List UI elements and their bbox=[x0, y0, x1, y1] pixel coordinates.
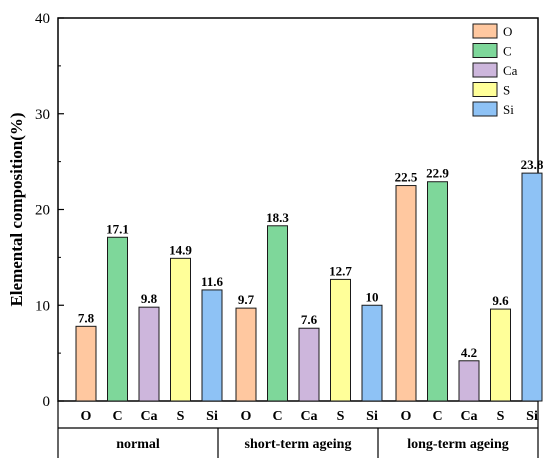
data-label: 7.8 bbox=[78, 310, 95, 325]
x-category-label: Ca bbox=[140, 409, 157, 424]
legend-swatch-si bbox=[472, 101, 498, 117]
x-category-label: C bbox=[272, 409, 282, 424]
bar-s bbox=[490, 308, 511, 402]
y-tick-label: 0 bbox=[43, 394, 51, 410]
bar-si bbox=[521, 172, 543, 402]
x-category-label: Si bbox=[366, 409, 378, 424]
x-category-label: Ca bbox=[300, 409, 317, 424]
legend-label: O bbox=[503, 24, 512, 39]
data-labels: 7.8 17.1 9.8 14.9 11.6 9.7 18.3 7.6 12.7 10 22.5 22… bbox=[78, 157, 544, 360]
data-label: 22.5 bbox=[395, 170, 418, 185]
y-tick-label: 20 bbox=[35, 203, 50, 219]
data-label: 12.7 bbox=[329, 263, 352, 278]
x-category-label: O bbox=[401, 409, 412, 424]
data-label: 18.3 bbox=[266, 210, 289, 225]
y-tick-label: 10 bbox=[35, 298, 50, 314]
legend-swatch-c bbox=[472, 43, 498, 58]
y-tick-label: 40 bbox=[35, 11, 50, 27]
data-label: 9.8 bbox=[141, 291, 158, 306]
x-category-label: S bbox=[497, 409, 505, 424]
bar-si bbox=[201, 289, 223, 402]
bar-c bbox=[107, 236, 128, 402]
y-axis-title: Elemental composition(%) bbox=[7, 112, 26, 306]
plot-frame bbox=[57, 17, 539, 402]
x-category-label: Ca bbox=[460, 409, 477, 424]
legend-label: Ca bbox=[503, 63, 518, 78]
bar-ca bbox=[298, 327, 320, 402]
legend-swatch-s bbox=[472, 82, 498, 97]
x-category-label: Si bbox=[526, 409, 538, 424]
data-label: 23.8 bbox=[521, 157, 544, 172]
x-category-label: C bbox=[112, 409, 122, 424]
group-label: normal bbox=[116, 437, 160, 452]
bar-c bbox=[267, 225, 288, 402]
data-label: 10 bbox=[366, 289, 379, 304]
legend-label: S bbox=[503, 83, 510, 98]
x-category-label: S bbox=[337, 409, 345, 424]
data-label: 17.1 bbox=[106, 221, 129, 236]
data-label: 9.6 bbox=[492, 293, 509, 308]
bar-c bbox=[427, 181, 448, 402]
data-label: 11.6 bbox=[201, 274, 224, 289]
x-category-label: C bbox=[432, 409, 442, 424]
group-label: long-term ageing bbox=[407, 437, 508, 452]
data-label: 22.9 bbox=[426, 166, 449, 181]
data-label: 4.2 bbox=[461, 345, 477, 360]
y-tick-label: 30 bbox=[35, 107, 50, 123]
bar-series bbox=[75, 172, 543, 402]
bar-si bbox=[361, 304, 383, 402]
x-category-label: Si bbox=[206, 409, 218, 424]
x-category-label: O bbox=[241, 409, 252, 424]
x-category-label: O bbox=[81, 409, 92, 424]
x-category-label: S bbox=[177, 409, 185, 424]
data-label: 14.9 bbox=[169, 242, 192, 257]
legend: OC Ca S Si bbox=[472, 23, 518, 117]
x-category-labels: O C Ca S Si normal O C Ca S Si short-term ageing O C C… bbox=[81, 409, 538, 452]
bar-s bbox=[170, 257, 191, 402]
data-label: 9.7 bbox=[238, 292, 255, 307]
legend-swatch-o bbox=[472, 23, 498, 39]
legend-label: C bbox=[503, 44, 512, 59]
bar-o bbox=[235, 307, 257, 402]
bar-o bbox=[75, 325, 97, 402]
data-label: 7.6 bbox=[301, 312, 318, 327]
bar-o bbox=[395, 185, 417, 402]
group-label: short-term ageing bbox=[245, 437, 352, 452]
legend-swatch-ca bbox=[472, 62, 498, 78]
bar-ca bbox=[138, 306, 160, 402]
bar-s bbox=[330, 278, 351, 402]
legend-label: Si bbox=[503, 102, 514, 117]
bar-ca bbox=[458, 360, 480, 402]
